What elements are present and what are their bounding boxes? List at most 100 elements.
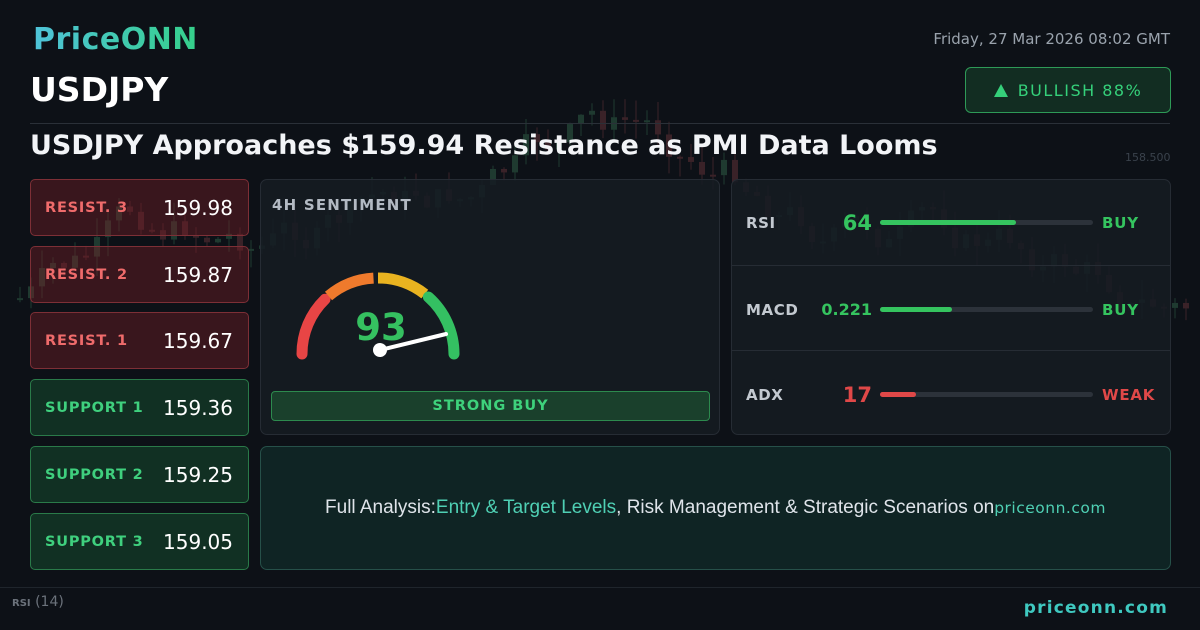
cta-prefix: Full Analysis:	[325, 497, 436, 518]
sentiment-score: 93	[355, 306, 407, 349]
indicator-row-macd: MACD 0.221 BUY	[732, 265, 1170, 350]
indicator-signal: BUY	[1102, 214, 1139, 232]
background-price-label: 158.500	[1125, 151, 1171, 164]
background-candle-body	[622, 117, 628, 120]
footer-divider	[0, 587, 1200, 588]
level-value: 159.67	[163, 328, 233, 353]
background-candle-body	[61, 262, 67, 268]
bias-label: BULLISH 88%	[1017, 80, 1143, 100]
background-candle-body	[116, 206, 122, 221]
background-candle-body	[149, 229, 155, 232]
level-label: SUPPORT 1	[45, 399, 144, 416]
support-1-box: SUPPORT 1 159.36	[30, 379, 249, 436]
gauge-arc-green	[422, 291, 460, 360]
gauge-arc-yellow	[377, 272, 429, 299]
background-candle-body	[138, 211, 144, 230]
indicator-name: RSI	[746, 214, 776, 232]
indicators-panel: RSI 64 BUY MACD 0.221 BUY ADX 17 WEAK	[731, 179, 1171, 435]
level-value: 159.98	[163, 195, 233, 220]
background-candle-body	[1172, 302, 1178, 308]
background-candle-body	[688, 157, 694, 162]
background-candle-body	[182, 221, 188, 236]
background-candle-body	[72, 255, 78, 268]
background-candle-body	[237, 233, 243, 251]
background-candle-body	[512, 155, 518, 173]
sentiment-gauge	[296, 272, 460, 360]
background-candle-body	[28, 286, 34, 299]
background-candle-body	[226, 233, 232, 239]
background-candle-body	[556, 142, 562, 150]
footer-site-link[interactable]: priceonn.com	[1023, 598, 1168, 618]
rsi-tag-name: RSI	[12, 598, 31, 609]
background-candle-body	[666, 134, 672, 157]
resistance-2-box: RESIST. 2 159.87	[30, 246, 249, 303]
cta-middle: , Risk Management & Strategic Scenarios …	[616, 497, 995, 518]
background-candle-body	[83, 255, 89, 258]
indicator-value: 17	[842, 383, 872, 407]
background-candle-body	[699, 161, 705, 175]
background-candle-body	[545, 142, 551, 150]
background-candle-body	[171, 221, 177, 240]
background-candle-body	[578, 114, 584, 125]
sentiment-signal-badge: STRONG BUY	[271, 391, 710, 421]
background-candle-body	[17, 298, 23, 301]
background-candle-body	[215, 238, 221, 243]
indicator-name: ADX	[746, 386, 784, 404]
priceonn-logo: PriceONN	[33, 22, 198, 57]
sentiment-title: 4H SENTIMENT	[272, 196, 412, 214]
indicator-row-adx: ADX 17 WEAK	[732, 350, 1170, 435]
resistance-1-box: RESIST. 1 159.67	[30, 312, 249, 369]
up-triangle-icon	[993, 83, 1008, 97]
background-candle-body	[160, 230, 166, 240]
headline: USDJPY Approaches $159.94 Resistance as …	[30, 130, 938, 161]
gauge-pivot	[373, 343, 387, 357]
full-analysis-banner[interactable]: Full Analysis: Entry & Target Levels , R…	[260, 446, 1171, 570]
indicator-bar	[880, 220, 1093, 225]
support-3-box: SUPPORT 3 159.05	[30, 513, 249, 570]
background-candle-body	[523, 134, 529, 156]
level-value: 159.36	[163, 395, 233, 420]
indicator-bar-fill	[880, 307, 953, 312]
indicator-bar	[880, 392, 1093, 397]
sentiment-panel: 4H SENTIMENT 93 STRONG BUY	[260, 179, 720, 435]
level-value: 159.25	[163, 462, 233, 487]
indicator-value: 64	[842, 211, 872, 235]
background-candle-body	[633, 119, 639, 122]
background-candle-body	[50, 262, 56, 269]
background-candle-body	[600, 110, 606, 130]
bias-badge: BULLISH 88%	[965, 67, 1171, 113]
indicator-bar-fill	[880, 220, 1017, 225]
level-value: 159.87	[163, 262, 233, 287]
background-candle-body	[710, 174, 716, 177]
background-candle-body	[39, 268, 45, 287]
level-label: SUPPORT 2	[45, 466, 144, 483]
level-label: RESIST. 2	[45, 266, 128, 283]
background-candle-body	[655, 120, 661, 135]
cta-site-link[interactable]: priceonn.com	[994, 499, 1106, 517]
background-candle-body	[248, 248, 254, 251]
indicator-signal: BUY	[1102, 301, 1139, 319]
indicator-row-rsi: RSI 64 BUY	[732, 180, 1170, 265]
background-candle-body	[204, 237, 210, 243]
background-rsi-label: RSI (14)	[12, 594, 64, 610]
level-label: SUPPORT 3	[45, 533, 144, 550]
background-candle-body	[127, 206, 133, 212]
header-divider	[30, 123, 1170, 124]
indicator-bar-fill	[880, 392, 917, 397]
background-candle-body	[1183, 302, 1189, 309]
indicator-signal: WEAK	[1102, 386, 1156, 404]
background-candle-body	[721, 159, 727, 176]
background-candle-body	[534, 134, 540, 143]
level-value: 159.05	[163, 529, 233, 554]
background-candle-body	[677, 156, 683, 159]
symbol-title: USDJPY	[30, 70, 169, 109]
resistance-3-box: RESIST. 3 159.98	[30, 179, 249, 236]
background-candle-body	[490, 168, 496, 185]
indicator-value: 0.221	[821, 300, 872, 319]
gauge-needle	[378, 332, 448, 352]
support-2-box: SUPPORT 2 159.25	[30, 446, 249, 503]
level-label: RESIST. 3	[45, 199, 128, 216]
level-label: RESIST. 1	[45, 332, 128, 349]
cta-highlight: Entry & Target Levels	[435, 497, 617, 518]
indicator-name: MACD	[746, 301, 799, 319]
